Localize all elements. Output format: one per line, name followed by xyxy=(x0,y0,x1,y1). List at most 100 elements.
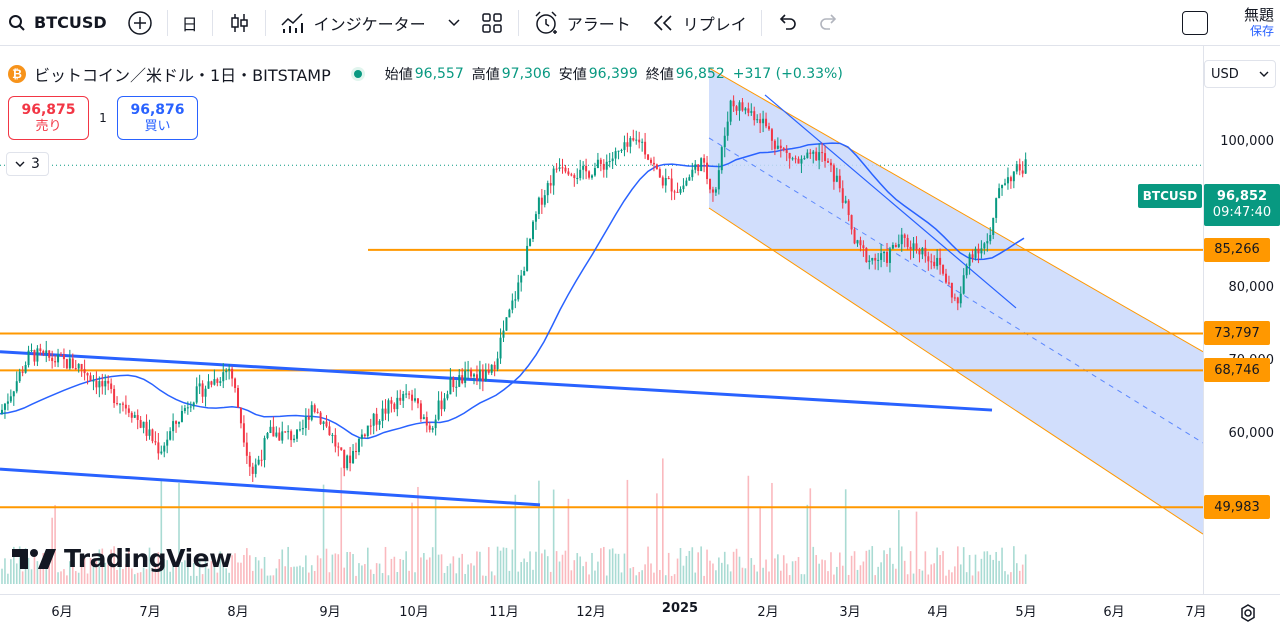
alert-button[interactable]: アラート xyxy=(523,0,641,46)
volume-bar xyxy=(732,551,735,584)
candle-body xyxy=(219,381,222,383)
candle-body xyxy=(706,162,709,180)
undo-button[interactable] xyxy=(766,0,808,46)
volume-bar xyxy=(231,555,233,584)
volume-bar xyxy=(688,550,691,584)
candle-body xyxy=(844,200,847,203)
candle-body xyxy=(337,446,340,448)
candle-body xyxy=(650,159,652,163)
volume-bar xyxy=(673,574,676,584)
volume-bar xyxy=(880,562,882,584)
replay-button[interactable]: リプレイ xyxy=(641,0,757,46)
candle-body xyxy=(251,466,254,474)
volume-bar xyxy=(302,567,304,584)
volume-bar xyxy=(131,568,133,584)
candle-body xyxy=(284,431,287,433)
tradingview-logo[interactable]: TradingView xyxy=(12,544,232,573)
moving-average-line xyxy=(0,142,1025,440)
candle-body xyxy=(36,348,39,362)
candle-body xyxy=(166,439,169,446)
gear-icon[interactable] xyxy=(1238,603,1258,627)
time-axis[interactable]: 6月 7月 8月 9月 10月 11月 12月 2025 2月 3月 4月 5月 6月 7月 xyxy=(0,594,1280,627)
volume-bar xyxy=(479,551,481,584)
level-price-tag: 73,797 xyxy=(1204,321,1270,346)
candle-body xyxy=(334,434,337,447)
volume-bar xyxy=(903,560,906,584)
candle-body xyxy=(915,243,918,250)
candle-body xyxy=(98,381,101,388)
candle-body xyxy=(408,393,411,395)
volume-bar xyxy=(21,571,24,584)
candle-body xyxy=(950,282,953,298)
candle-body xyxy=(971,254,974,258)
volume-bar xyxy=(617,553,620,584)
compare-button[interactable] xyxy=(117,0,163,46)
last-price: 96,852 xyxy=(1216,188,1268,204)
symbol-search[interactable]: BTCUSD xyxy=(0,0,117,46)
brand-name: TradingView xyxy=(64,544,232,573)
series-title[interactable]: ビットコイン／米ドル・1日・BITSTAMP xyxy=(34,66,331,85)
volume-bar xyxy=(895,568,897,584)
save-layout-button[interactable]: 無題 保存 xyxy=(1244,7,1280,38)
volume-bar xyxy=(821,559,823,584)
interval-button[interactable]: 日 xyxy=(172,0,208,46)
descending-trendline xyxy=(764,94,1017,309)
volume-bar xyxy=(7,573,9,584)
candle-body xyxy=(974,248,977,258)
candle-body xyxy=(71,358,74,369)
volume-bar xyxy=(45,553,48,584)
volume-bar xyxy=(889,547,891,584)
bitcoin-logo-icon: ₿ xyxy=(8,65,26,83)
volume-bar xyxy=(800,574,803,584)
volume-bar xyxy=(623,553,626,584)
candle-body xyxy=(304,416,307,428)
buy-button[interactable]: 96,876 買い xyxy=(117,96,198,140)
price-chart[interactable] xyxy=(0,46,1203,594)
candle-body xyxy=(812,151,815,154)
layout-square-button[interactable] xyxy=(1181,11,1208,35)
volume-bar xyxy=(225,568,227,584)
currency-select[interactable]: USD xyxy=(1204,60,1276,88)
candle-body xyxy=(307,416,310,420)
volume-bar xyxy=(72,565,74,584)
candle-body xyxy=(225,370,228,373)
candle-body xyxy=(588,171,591,178)
candle-body xyxy=(464,370,467,384)
candle-body xyxy=(788,152,791,159)
candle-body xyxy=(688,177,691,181)
volume-bar xyxy=(89,557,92,584)
volume-bar xyxy=(243,554,245,584)
volume-bar xyxy=(662,458,664,584)
candle-body xyxy=(599,159,602,164)
sell-button[interactable]: 96,875 売り xyxy=(8,96,89,140)
templates-button[interactable] xyxy=(470,0,514,46)
candle-body xyxy=(815,151,818,161)
indicators-button[interactable]: インジケーター xyxy=(270,0,470,46)
candle-body xyxy=(732,100,735,107)
volume-bar xyxy=(281,549,284,584)
candle-body xyxy=(526,245,529,271)
candle-body xyxy=(933,261,936,267)
candle-body xyxy=(903,234,906,238)
chart-type-button[interactable] xyxy=(217,0,261,46)
volume-bar xyxy=(706,549,708,584)
indicators-toggle-button[interactable]: 3 xyxy=(6,152,49,176)
volume-bar xyxy=(42,553,45,584)
candle-body xyxy=(281,431,284,441)
candle-body xyxy=(596,159,599,169)
candle-body xyxy=(614,151,617,159)
candle-body xyxy=(744,108,747,111)
divider xyxy=(211,9,213,36)
volume-bar xyxy=(933,563,935,584)
candle-body xyxy=(405,393,408,395)
volume-bar xyxy=(305,555,307,584)
candle-body xyxy=(953,297,956,299)
buy-price: 96,876 xyxy=(130,101,185,118)
candle-body xyxy=(585,165,588,172)
volume-bar xyxy=(608,549,611,584)
volume-bar xyxy=(626,479,629,584)
candle-body xyxy=(21,371,24,373)
redo-button[interactable] xyxy=(808,0,850,46)
candle-body xyxy=(720,147,723,171)
time-tick-label: 11月 xyxy=(489,605,519,620)
